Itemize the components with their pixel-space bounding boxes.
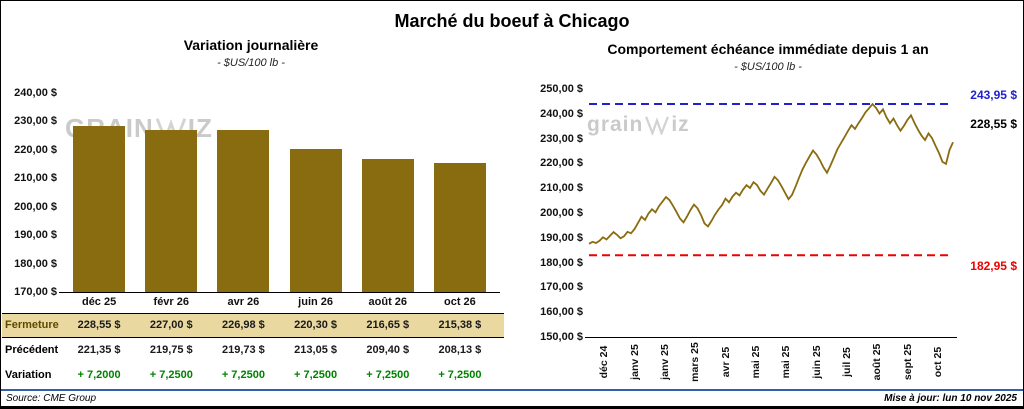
y-axis-label: 220,00 $ xyxy=(540,157,583,170)
grainwiz-watermark: grain iz xyxy=(587,113,690,137)
price-line xyxy=(588,102,954,245)
table-row-label: Variation xyxy=(5,369,52,381)
table-row-label: Fermeture xyxy=(5,319,59,331)
bar xyxy=(73,125,126,292)
table-cell: 219,73 $ xyxy=(221,344,265,356)
y-axis-label: 160,00 $ xyxy=(540,306,583,319)
bar xyxy=(217,130,270,292)
y-axis-label: 190,00 $ xyxy=(540,231,583,244)
lightning-w-icon xyxy=(645,116,670,135)
min-value-label: 182,95 $ xyxy=(970,259,1017,273)
last-value-label: 228,55 $ xyxy=(970,117,1017,131)
y-axis-label: 190,00 $ xyxy=(14,229,57,242)
table-cell: 209,40 $ xyxy=(366,344,410,356)
page-title: Marché du boeuf à Chicago xyxy=(394,11,630,31)
line-chart-title: Comportement échéance immédiate depuis 1… xyxy=(607,41,929,57)
y-axis-label: 170,00 $ xyxy=(540,281,583,294)
table-cell: + 7,2500 xyxy=(366,369,410,381)
x-axis-label: août 26 xyxy=(368,296,408,308)
table-cell: + 7,2500 xyxy=(149,369,193,381)
bar xyxy=(289,149,342,292)
bar xyxy=(145,130,198,292)
line-chart-plot xyxy=(588,102,954,257)
table-cell: 216,65 $ xyxy=(366,319,410,331)
x-axis-label: févr 26 xyxy=(153,296,190,308)
y-axis-label: 210,00 $ xyxy=(540,182,583,195)
table-cell: 220,30 $ xyxy=(294,319,337,331)
table-cell: + 7,2500 xyxy=(294,369,338,381)
table-cell: + 7,2000 xyxy=(77,369,121,381)
fermeture-highlight-band xyxy=(2,313,504,338)
max-value-label: 243,95 $ xyxy=(970,88,1017,102)
x-axis-label: oct 26 xyxy=(443,296,476,308)
x-axis-line xyxy=(59,292,500,293)
bar-chart-subtitle: - $US/100 lb - xyxy=(217,57,285,69)
y-axis-label: 180,00 $ xyxy=(540,256,583,269)
y-axis-label: 240,00 $ xyxy=(14,87,57,99)
watermark-text: iz xyxy=(671,113,690,136)
table-cell: 228,55 $ xyxy=(77,319,121,331)
watermark-text: grain xyxy=(587,113,644,136)
x-axis-label: déc 25 xyxy=(81,296,117,308)
x-axis-label: avr 26 xyxy=(227,296,260,308)
y-axis-label: 230,00 $ xyxy=(540,132,583,145)
y-axis-label: 150,00 $ xyxy=(540,331,583,343)
y-axis-label: 200,00 $ xyxy=(540,207,583,219)
table-cell: 213,05 $ xyxy=(294,344,337,356)
table-cell: + 7,2500 xyxy=(438,369,482,381)
table-cell: 219,75 $ xyxy=(149,344,193,356)
footer-divider xyxy=(1,389,1023,391)
bar xyxy=(361,159,414,292)
y-axis-label: 200,00 $ xyxy=(14,200,57,213)
x-axis-label: juin 26 xyxy=(298,296,334,308)
table-row-label: Précédent xyxy=(5,344,59,356)
line-chart-subtitle: - $US/100 lb - xyxy=(734,61,802,73)
y-axis-label: 170,00 $ xyxy=(14,286,57,298)
table-cell: 208,13 $ xyxy=(438,344,482,356)
updated-note: Mise à jour: lun 10 nov 2025 xyxy=(884,393,1017,404)
x-axis-line xyxy=(585,337,957,338)
table-cell: 227,00 $ xyxy=(149,319,193,331)
table-cell: 215,38 $ xyxy=(438,319,482,331)
y-axis-label: 230,00 $ xyxy=(14,115,57,128)
y-axis-label: 210,00 $ xyxy=(14,172,57,185)
y-axis-label: 180,00 $ xyxy=(14,257,57,270)
table-cell: 221,35 $ xyxy=(77,344,121,356)
table-cell: 226,98 $ xyxy=(221,319,265,331)
bar xyxy=(433,163,486,292)
y-axis-label: 240,00 $ xyxy=(540,107,583,120)
y-axis-label: 250,00 $ xyxy=(540,83,583,95)
source-note: Source: CME Group xyxy=(6,393,97,404)
bar-chart-title: Variation journalière xyxy=(183,37,319,53)
table-cell: + 7,2500 xyxy=(221,369,265,381)
y-axis-label: 220,00 $ xyxy=(14,143,57,156)
